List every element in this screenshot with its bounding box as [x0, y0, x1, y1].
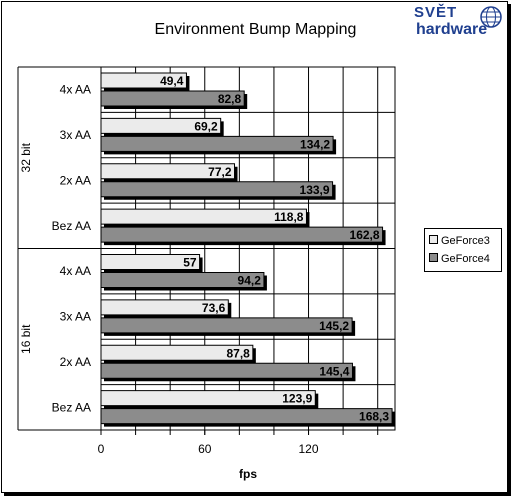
data-label: 133,9	[300, 183, 330, 197]
category-label: 3x AA	[60, 310, 91, 324]
data-label: 57	[183, 256, 197, 270]
legend-item-geforce3: GeForce3	[429, 234, 490, 248]
legend-label-geforce4: GeForce4	[441, 253, 490, 265]
chart-title: Environment Bump Mapping	[154, 21, 357, 38]
data-label: 123,9	[282, 392, 312, 406]
bar-geforce3	[100, 208, 307, 225]
bar-geforce3	[100, 72, 187, 89]
x-tick-label: 0	[98, 442, 105, 456]
data-label: 49,4	[160, 74, 184, 88]
category-label: 3x AA	[60, 128, 91, 142]
category-label: 4x AA	[60, 83, 91, 97]
data-label: 73,6	[202, 301, 226, 315]
bar-geforce3	[100, 299, 229, 316]
data-label: 87,8	[226, 346, 250, 360]
svet-hardware-logo: SVĚT hardware	[414, 4, 506, 42]
chart-legend: GeForce3 GeForce4	[424, 228, 502, 272]
data-label: 77,2	[208, 165, 232, 179]
bar-geforce3	[100, 254, 201, 270]
globe-icon	[480, 6, 502, 28]
group-label: 32 bit	[19, 142, 33, 172]
bar-geforce3	[100, 390, 316, 407]
x-tick-label: 120	[299, 442, 319, 456]
bar-geforce3	[100, 117, 222, 134]
data-label: 162,8	[350, 228, 380, 242]
bar-geforce4	[100, 272, 265, 288]
data-label: 94,2	[238, 274, 262, 288]
logo-text-bottom: hardware	[416, 21, 488, 38]
x-axis-label: fps	[239, 467, 257, 481]
data-label: 69,2	[194, 119, 218, 133]
bar-geforce3	[100, 163, 236, 180]
legend-item-geforce4: GeForce4	[429, 252, 490, 266]
data-label: 168,3	[359, 410, 389, 424]
category-label: Bez AA	[52, 219, 91, 233]
data-label: 134,2	[300, 137, 330, 151]
legend-label-geforce3: GeForce3	[441, 235, 490, 247]
logo-text-top: SVĚT	[414, 4, 458, 21]
x-tick-label: 60	[198, 442, 212, 456]
category-label: Bez AA	[52, 400, 91, 414]
bar-geforce4	[100, 226, 384, 243]
bar-geforce3	[100, 344, 254, 361]
bar-geforce4	[100, 317, 353, 334]
bar-geforce4	[100, 90, 245, 107]
data-label: 82,8	[218, 92, 242, 106]
bar-geforce4	[100, 135, 334, 152]
data-label: 118,8	[274, 210, 304, 224]
category-label: 4x AA	[60, 264, 91, 278]
legend-swatch-geforce4	[429, 253, 438, 262]
data-label: 145,2	[319, 319, 349, 333]
category-label: 2x AA	[60, 355, 91, 369]
bar-geforce4	[100, 362, 353, 379]
group-label: 16 bit	[19, 324, 33, 354]
data-label: 145,4	[319, 364, 349, 378]
category-label: 2x AA	[60, 173, 91, 187]
bar-geforce4	[100, 408, 393, 425]
legend-swatch-geforce3	[429, 235, 438, 244]
bar-geforce4	[100, 181, 334, 198]
